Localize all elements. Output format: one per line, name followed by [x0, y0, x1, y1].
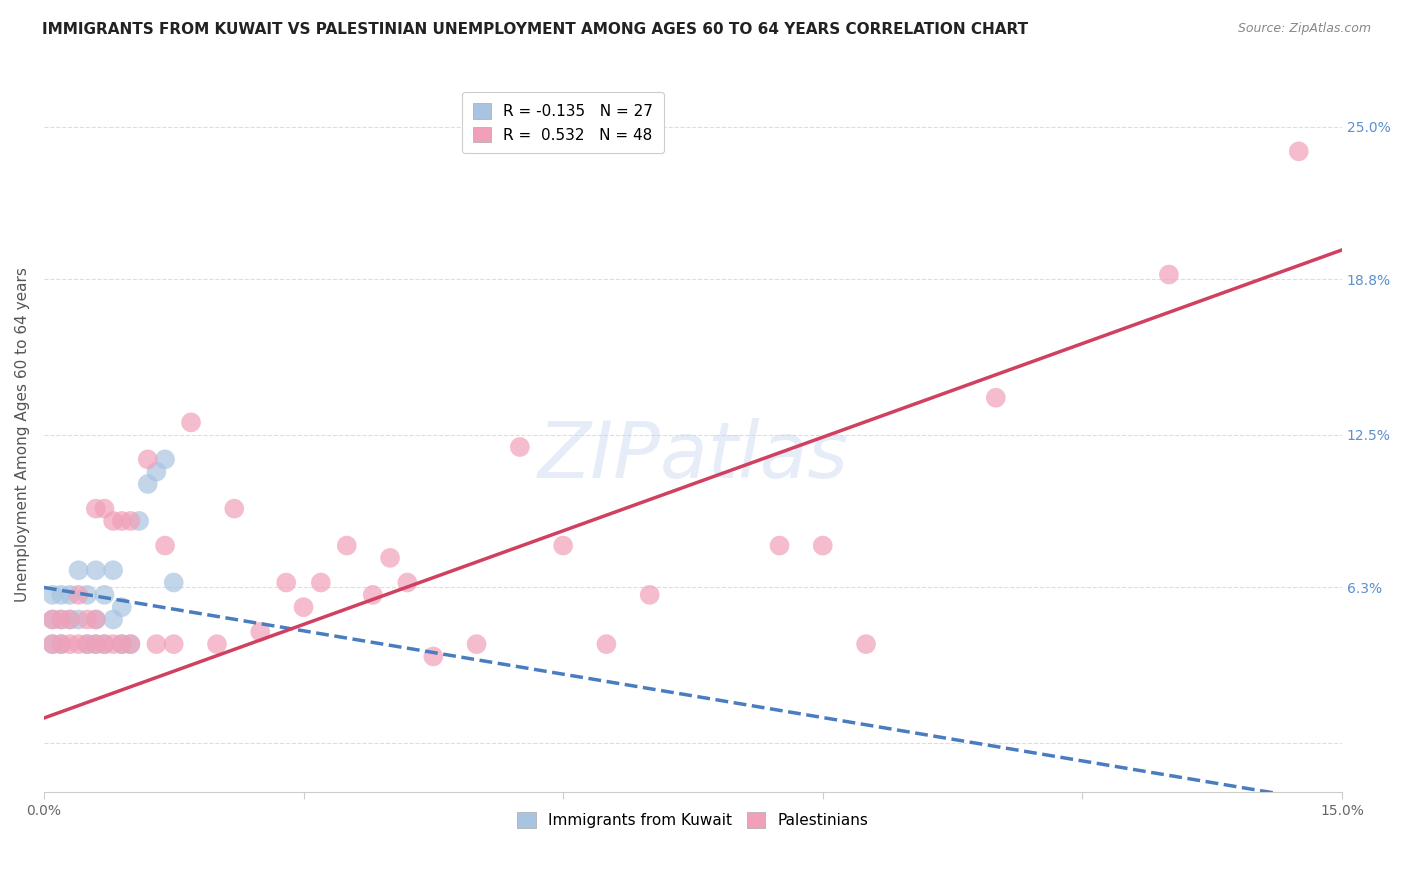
Point — [59, 588, 82, 602]
Point — [111, 514, 134, 528]
Point — [41, 637, 63, 651]
Point — [67, 637, 90, 651]
Point — [84, 637, 107, 651]
Point — [59, 612, 82, 626]
Point — [509, 440, 531, 454]
Point — [41, 612, 63, 626]
Text: IMMIGRANTS FROM KUWAIT VS PALESTINIAN UNEMPLOYMENT AMONG AGES 60 TO 64 YEARS COR: IMMIGRANTS FROM KUWAIT VS PALESTINIAN UN… — [42, 22, 1028, 37]
Point — [1157, 268, 1180, 282]
Legend: Immigrants from Kuwait, Palestinians: Immigrants from Kuwait, Palestinians — [512, 806, 875, 834]
Point — [378, 550, 401, 565]
Point — [101, 637, 124, 651]
Point — [41, 588, 63, 602]
Point — [76, 637, 98, 651]
Point — [41, 637, 63, 651]
Point — [84, 612, 107, 626]
Point — [205, 637, 228, 651]
Point — [361, 588, 384, 602]
Point — [59, 637, 82, 651]
Point — [93, 501, 115, 516]
Point — [136, 477, 159, 491]
Point — [638, 588, 661, 602]
Point — [84, 501, 107, 516]
Text: Source: ZipAtlas.com: Source: ZipAtlas.com — [1237, 22, 1371, 36]
Point — [553, 539, 575, 553]
Point — [855, 637, 877, 651]
Point — [51, 637, 73, 651]
Point — [84, 637, 107, 651]
Point — [153, 452, 176, 467]
Y-axis label: Unemployment Among Ages 60 to 64 years: Unemployment Among Ages 60 to 64 years — [15, 268, 30, 602]
Point — [1288, 145, 1310, 159]
Point — [292, 600, 315, 615]
Point — [93, 637, 115, 651]
Point — [101, 563, 124, 577]
Point — [101, 514, 124, 528]
Point — [51, 612, 73, 626]
Point — [111, 637, 134, 651]
Point — [465, 637, 488, 651]
Point — [120, 637, 142, 651]
Point — [51, 612, 73, 626]
Point — [51, 588, 73, 602]
Point — [145, 637, 167, 651]
Point — [136, 452, 159, 467]
Point — [76, 637, 98, 651]
Point — [224, 501, 246, 516]
Point — [811, 539, 834, 553]
Point — [768, 539, 790, 553]
Point — [153, 539, 176, 553]
Text: ZIPatlas: ZIPatlas — [537, 418, 848, 494]
Point — [336, 539, 359, 553]
Point — [180, 416, 202, 430]
Point — [145, 465, 167, 479]
Point — [111, 600, 134, 615]
Point — [76, 588, 98, 602]
Point — [93, 637, 115, 651]
Point — [120, 514, 142, 528]
Point — [276, 575, 298, 590]
Point — [128, 514, 150, 528]
Point — [67, 588, 90, 602]
Point — [249, 624, 271, 639]
Point — [84, 563, 107, 577]
Point — [309, 575, 332, 590]
Point — [101, 612, 124, 626]
Point — [163, 575, 186, 590]
Point — [422, 649, 444, 664]
Point — [59, 612, 82, 626]
Point — [93, 588, 115, 602]
Point — [76, 612, 98, 626]
Point — [163, 637, 186, 651]
Point — [67, 563, 90, 577]
Point — [51, 637, 73, 651]
Point — [120, 637, 142, 651]
Point — [396, 575, 419, 590]
Point — [84, 612, 107, 626]
Point — [67, 612, 90, 626]
Point — [595, 637, 617, 651]
Point — [111, 637, 134, 651]
Point — [41, 612, 63, 626]
Point — [984, 391, 1007, 405]
